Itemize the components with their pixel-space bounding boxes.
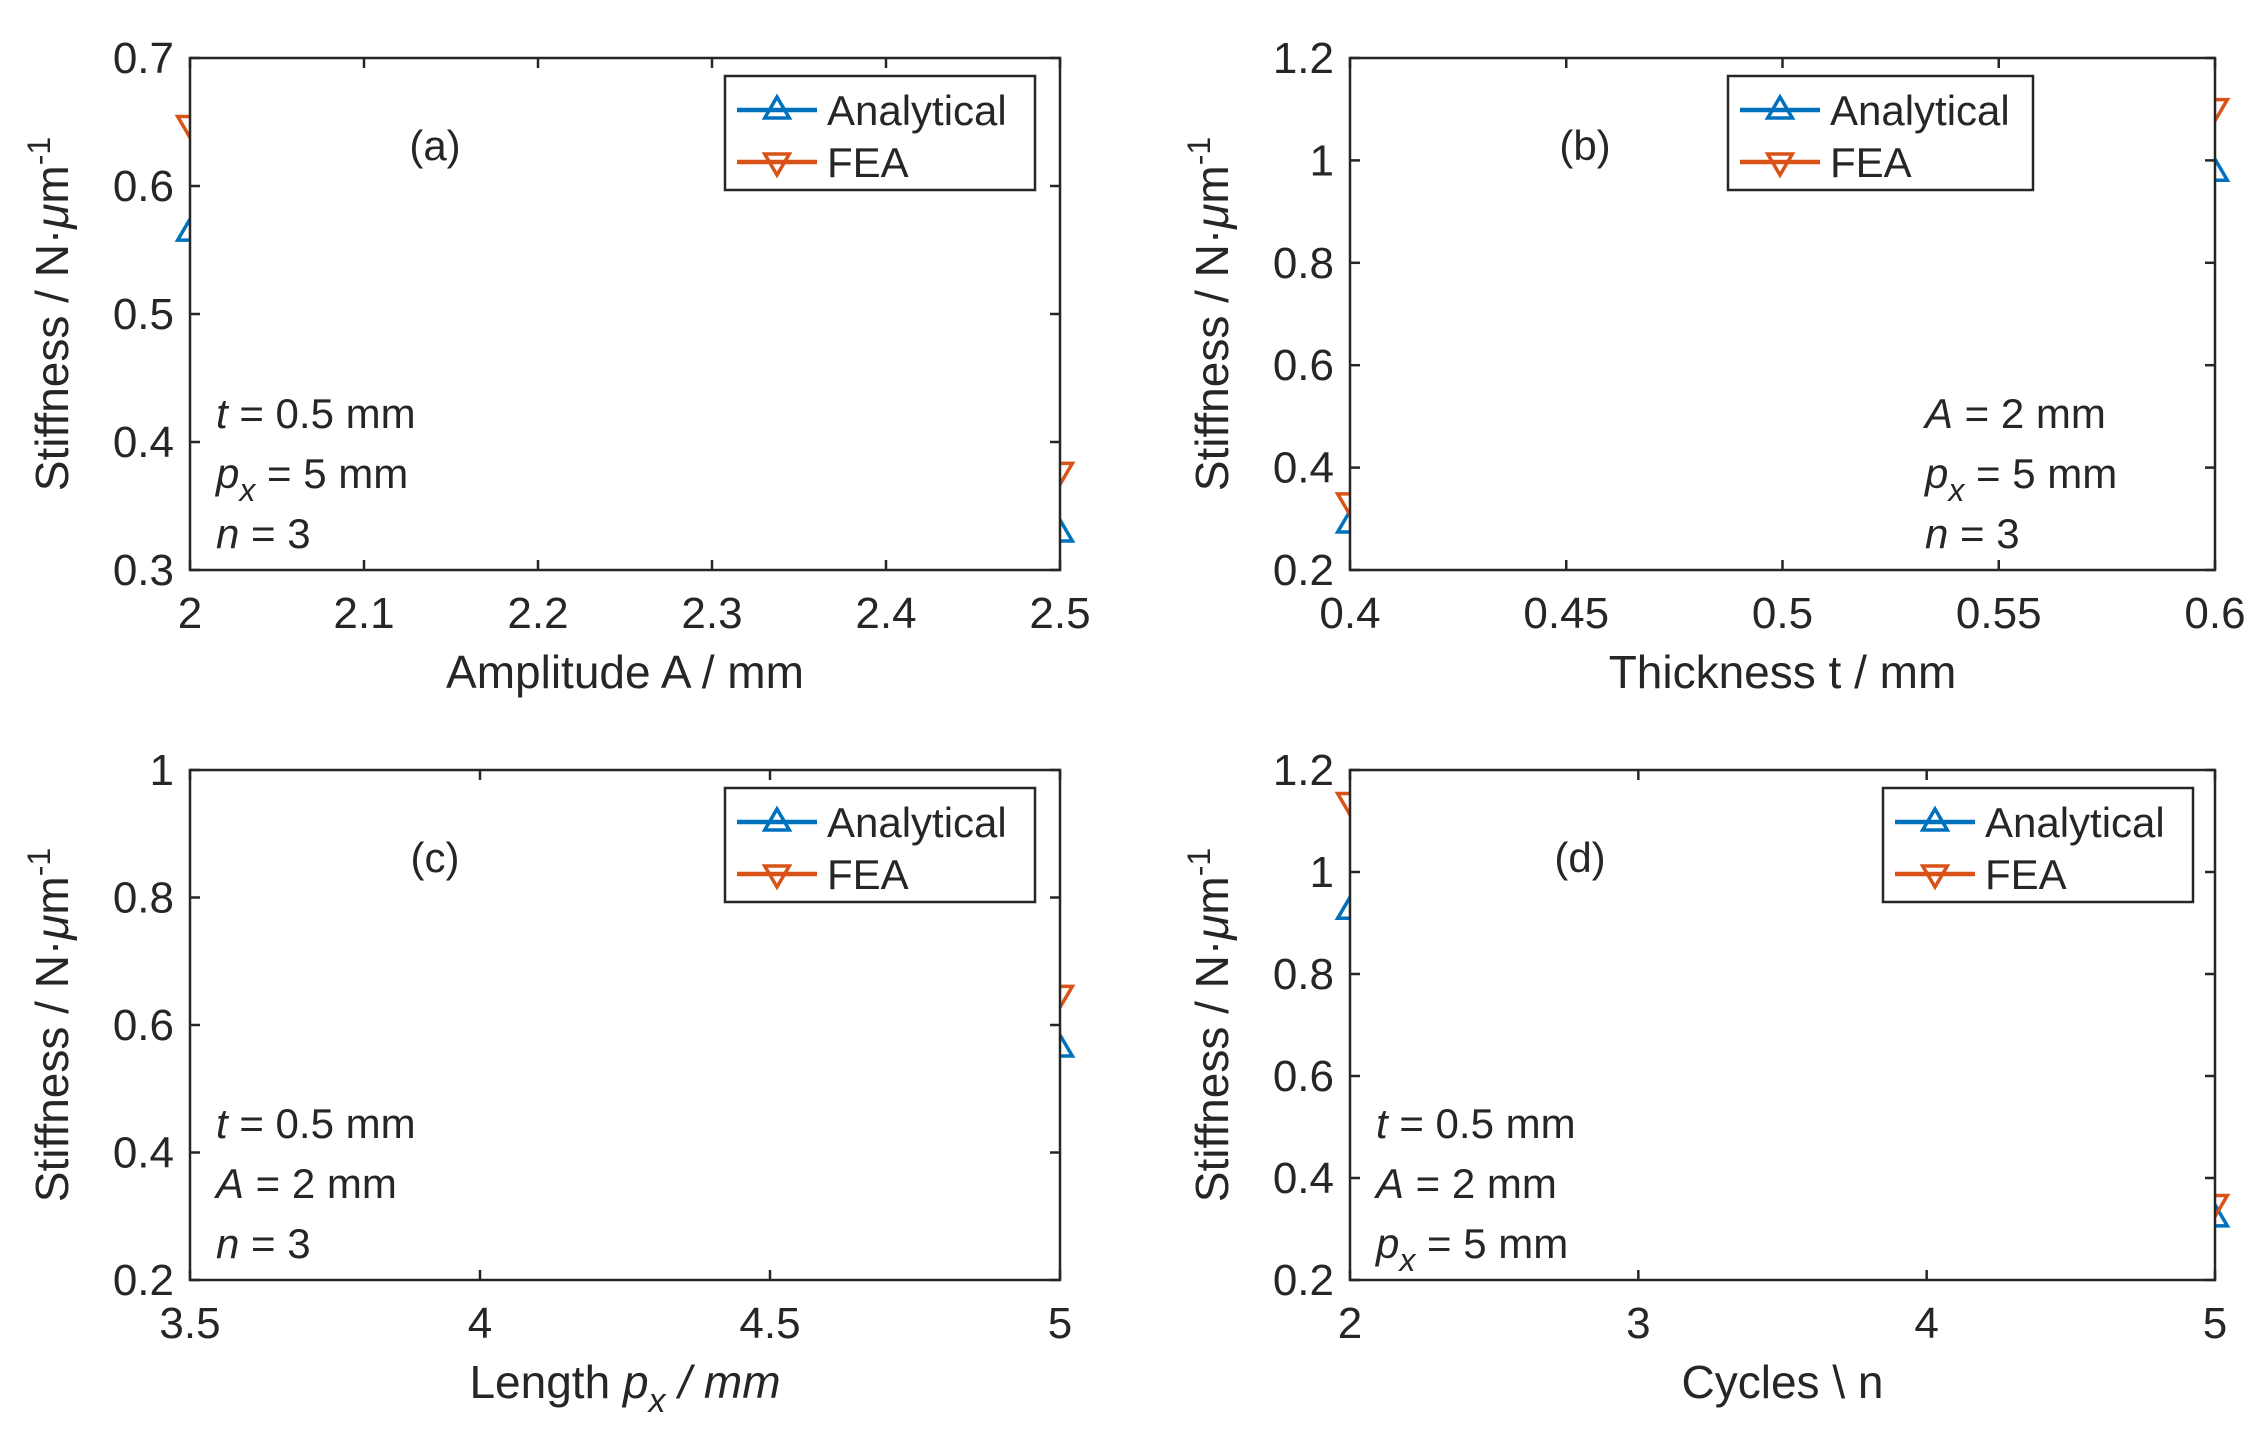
annotation-line: A = 2 mm bbox=[1922, 390, 2106, 437]
annotation-line: t = 0.5 mm bbox=[216, 390, 416, 437]
y-tick-label: 0.2 bbox=[1273, 546, 1334, 595]
y-axis-label: Stiffness / N·μm-1 bbox=[21, 137, 78, 491]
annotation-line: t = 0.5 mm bbox=[1376, 1100, 1576, 1147]
parameter-annotation: t = 0.5 mm A = 2 mm n = 3 bbox=[213, 1100, 416, 1267]
y-tick-label: 0.6 bbox=[113, 162, 174, 211]
y-tick-label: 0.4 bbox=[1273, 444, 1334, 493]
y-tick-label: 0.2 bbox=[1273, 1256, 1334, 1305]
annotation-line: n = 3 bbox=[216, 510, 311, 557]
legend-marker bbox=[1764, 93, 1796, 120]
x-tick-label: 3.5 bbox=[159, 1299, 220, 1348]
annotation-line: px = 5 mm bbox=[1374, 1220, 1568, 1278]
y-axis-label: Stiffness / N·μm-1 bbox=[1181, 137, 1238, 491]
y-tick-label: 0.5 bbox=[113, 290, 174, 339]
x-tick-label: 5 bbox=[1048, 1299, 1072, 1348]
x-tick-label: 5 bbox=[2203, 1299, 2227, 1348]
x-tick-label: 2.4 bbox=[855, 589, 916, 638]
parameter-annotation: A = 2 mm px = 5 mmn = 3 bbox=[1922, 390, 2117, 557]
legend: Analytical FEA bbox=[1881, 786, 2195, 904]
legend-marker bbox=[761, 93, 793, 120]
annotation-line: A = 2 mm bbox=[1373, 1160, 1557, 1207]
legend-label-fea: FEA bbox=[827, 139, 909, 186]
legend-label-analytical: Analytical bbox=[1985, 799, 2165, 846]
panel-label: (c) bbox=[411, 834, 460, 881]
y-tick-label: 0.7 bbox=[113, 34, 174, 83]
panel-c: 3.5 4 4.5 5 0.2 0.4 0.6 0.8 1 Length px / mm Stiff… bbox=[21, 746, 1076, 1420]
x-axis-label: Amplitude A / mm bbox=[446, 646, 804, 698]
legend-label-analytical: Analytical bbox=[827, 799, 1007, 846]
legend-marker bbox=[1764, 152, 1796, 179]
y-axis-label: Stiffness / N·μm-1 bbox=[21, 848, 78, 1202]
y-tick-label: 0.4 bbox=[113, 418, 174, 467]
y-tick-label: 1.2 bbox=[1273, 34, 1334, 83]
legend-label-analytical: Analytical bbox=[1830, 87, 2010, 134]
panel-label: (a) bbox=[409, 122, 460, 169]
annotation-line: px = 5 mm bbox=[214, 450, 408, 508]
legend-label-fea: FEA bbox=[827, 851, 909, 898]
x-tick-label: 0.6 bbox=[2184, 589, 2245, 638]
legend-label-fea: FEA bbox=[1985, 851, 2067, 898]
x-tick-label: 2.2 bbox=[507, 589, 568, 638]
panel-label: (d) bbox=[1554, 834, 1605, 881]
parameter-annotation: t = 0.5 mm A = 2 mm px = 5 mm bbox=[1373, 1100, 1576, 1278]
panel-label: (b) bbox=[1559, 122, 1610, 169]
x-tick-label: 0.5 bbox=[1752, 589, 1813, 638]
x-tick-label: 2.3 bbox=[681, 589, 742, 638]
y-tick-label: 1 bbox=[150, 746, 174, 795]
y-tick-label: 0.4 bbox=[1273, 1154, 1334, 1203]
legend: Analytical FEA bbox=[1726, 74, 2035, 192]
panel-d: 2 3 4 5 0.2 0.4 0.6 0.8 1 1.2 Cycles \ n Stiffness … bbox=[1181, 746, 2231, 1408]
x-axis-label: Length px / mm bbox=[469, 1356, 780, 1420]
x-tick-label: 3 bbox=[1626, 1299, 1650, 1348]
y-tick-label: 0.2 bbox=[113, 1256, 174, 1305]
x-tick-label: 4.5 bbox=[739, 1299, 800, 1348]
y-tick-label: 0.8 bbox=[1273, 239, 1334, 288]
legend-marker bbox=[761, 152, 793, 179]
y-tick-label: 0.6 bbox=[1273, 341, 1334, 390]
x-tick-label: 2.5 bbox=[1029, 589, 1090, 638]
legend-label-analytical: Analytical bbox=[827, 87, 1007, 134]
y-tick-label: 0.6 bbox=[1273, 1052, 1334, 1101]
legend: Analytical FEA bbox=[723, 74, 1037, 192]
x-tick-label: 2 bbox=[1338, 1299, 1362, 1348]
y-tick-label: 0.8 bbox=[113, 874, 174, 923]
x-tick-label: 2 bbox=[178, 589, 202, 638]
parameter-annotation: t = 0.5 mm px = 5 mmn = 3 bbox=[214, 390, 416, 557]
legend-marker bbox=[761, 805, 793, 832]
y-axis-label: Stiffness / N·μm-1 bbox=[1181, 848, 1238, 1202]
y-tick-label: 0.8 bbox=[1273, 950, 1334, 999]
annotation-line: A = 2 mm bbox=[213, 1160, 397, 1207]
legend: Analytical FEA bbox=[723, 786, 1037, 904]
panel-a: 2 2.1 2.2 2.3 2.4 2.5 0.3 0.4 0.5 0.6 0.7 Amplitude… bbox=[21, 34, 1091, 698]
x-tick-label: 4 bbox=[468, 1299, 492, 1348]
panel-b: 0.4 0.45 0.5 0.55 0.60.20.40.60.811.2Thickne… bbox=[1181, 34, 2246, 698]
x-tick-label: 0.45 bbox=[1523, 589, 1609, 638]
x-axis-label: Cycles \ n bbox=[1682, 1356, 1884, 1408]
legend-marker bbox=[1919, 864, 1951, 891]
annotation-line: t = 0.5 mm bbox=[216, 1100, 416, 1147]
annotation-line: n = 3 bbox=[1925, 510, 2020, 557]
x-tick-label: 0.55 bbox=[1956, 589, 2042, 638]
annotation-line: n = 3 bbox=[216, 1220, 311, 1267]
y-tick-label: 0.6 bbox=[113, 1001, 174, 1050]
x-tick-label: 4 bbox=[1914, 1299, 1938, 1348]
legend-marker bbox=[1919, 805, 1951, 832]
x-tick-label: 2.1 bbox=[333, 589, 394, 638]
y-tick-label: 1 bbox=[1310, 136, 1334, 185]
x-tick-label: 0.4 bbox=[1319, 589, 1380, 638]
y-tick-label: 1.2 bbox=[1273, 746, 1334, 795]
y-tick-label: 1 bbox=[1310, 848, 1334, 897]
y-tick-label: 0.4 bbox=[113, 1129, 174, 1178]
x-axis-label: Thickness t / mm bbox=[1609, 646, 1957, 698]
legend-label-fea: FEA bbox=[1830, 139, 1912, 186]
annotation-line: px = 5 mm bbox=[1923, 450, 2117, 508]
legend-marker bbox=[761, 864, 793, 891]
y-tick-label: 0.3 bbox=[113, 546, 174, 595]
